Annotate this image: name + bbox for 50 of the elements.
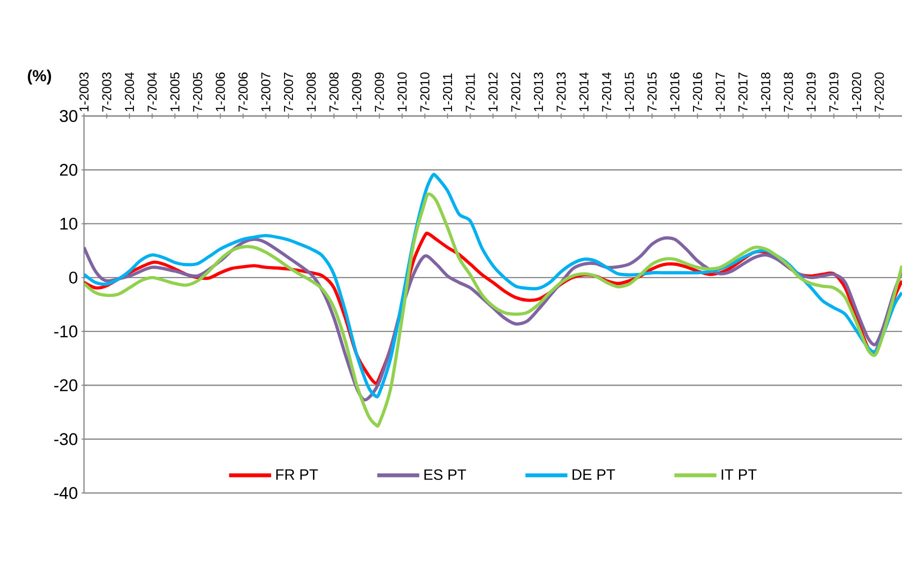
- x-tick-label: 7-2005: [193, 72, 202, 112]
- x-tick-label: 1-2011: [442, 74, 452, 112]
- legend-label: ES PT: [424, 469, 466, 480]
- x-tick-label: 7-2008: [329, 72, 339, 112]
- x-tick-label: 1-2019: [806, 72, 816, 112]
- x-tick-label: 1-2010: [398, 72, 407, 112]
- x-tick-label: 1-2007: [261, 72, 270, 112]
- legend-label: FR PT: [276, 469, 318, 480]
- x-tick-label: 7-2010: [420, 72, 430, 112]
- y-tick-label: -30: [54, 433, 78, 446]
- x-tick-label: 1-2013: [534, 72, 544, 112]
- x-tick-label: 7-2014: [602, 72, 612, 112]
- y-tick-label: 0: [69, 272, 78, 284]
- x-tick-label: 7-2013: [556, 72, 566, 112]
- x-tick-label: 1-2006: [216, 72, 225, 112]
- x-tick-label: 7-2009: [374, 72, 384, 112]
- x-tick-label: 7-2020: [874, 72, 884, 112]
- y-tick-label: -10: [54, 325, 78, 338]
- legend-label: DE PT: [572, 469, 616, 480]
- y-tick-label: 10: [60, 218, 78, 230]
- x-tick-label: 1-2003: [79, 72, 89, 112]
- x-tick-label: 1-2012: [488, 72, 498, 112]
- x-tick-label: 1-2017: [716, 72, 725, 112]
- x-tick-label: 7-2007: [284, 72, 294, 112]
- x-tick-label: 1-2016: [670, 72, 680, 112]
- x-tick-label: 1-2014: [579, 72, 588, 112]
- x-tick-label: 7-2017: [738, 72, 748, 112]
- x-tick-label: 7-2012: [511, 72, 520, 112]
- y-tick-label: 20: [60, 164, 78, 176]
- line-series: [84, 192, 902, 426]
- legend-label: IT PT: [722, 469, 757, 480]
- x-tick-label: 7-2006: [238, 72, 248, 112]
- x-tick-label: 7-2019: [829, 72, 838, 112]
- y-axis-title: (%): [28, 70, 52, 84]
- x-tick-label: 7-2018: [784, 72, 793, 112]
- y-tick-label: -20: [54, 379, 78, 392]
- x-tick-label: 1-2020: [852, 72, 862, 112]
- x-tick-label: 1-2009: [352, 72, 362, 112]
- y-tick-label: 30: [60, 110, 78, 122]
- x-tick-label: 7-2004: [148, 72, 157, 112]
- x-tick-label: 7-2016: [692, 72, 702, 112]
- y-tick-label: -40: [54, 487, 78, 499]
- x-tick-label: 1-2008: [306, 72, 316, 112]
- x-tick-label: 1-2005: [170, 72, 180, 112]
- x-tick-label: 1-2015: [624, 72, 634, 112]
- x-tick-label: 1-2004: [124, 72, 134, 112]
- x-tick-label: 7-2011: [466, 74, 475, 112]
- x-tick-label: 7-2003: [102, 72, 112, 112]
- x-tick-label: 7-2015: [647, 72, 657, 112]
- x-tick-label: 1-2018: [761, 72, 770, 112]
